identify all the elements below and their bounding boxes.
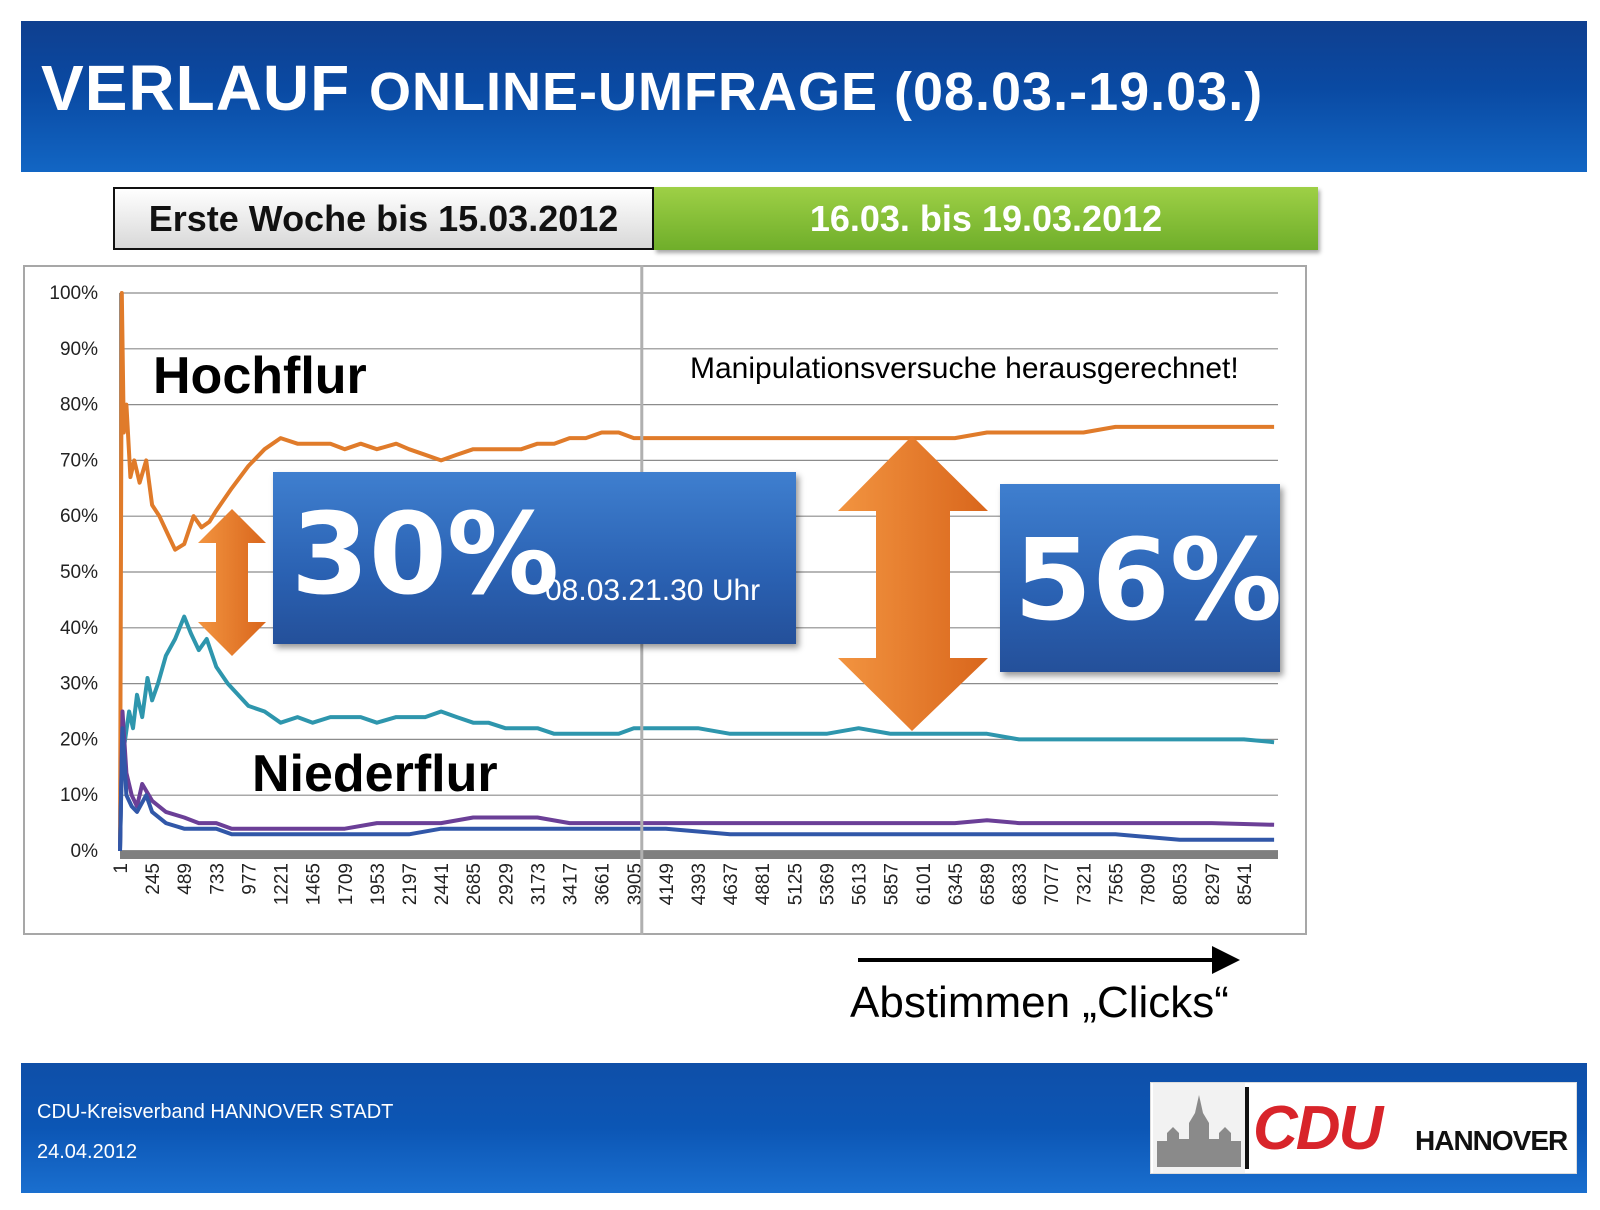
logo-city: HANNOVER — [1415, 1125, 1568, 1156]
tab-first-week: Erste Woche bis 15.03.2012 — [113, 187, 654, 250]
x-tick-label: 5857 — [882, 863, 903, 905]
x-tick-label: 4637 — [721, 863, 742, 905]
gap-box-first: 30% 08.03.21.30 Uhr — [273, 472, 796, 644]
x-tick-label: 3417 — [561, 863, 582, 905]
x-tick-label: 4393 — [689, 863, 710, 905]
x-tick-label: 5125 — [785, 863, 806, 905]
x-tick-label: 3173 — [528, 863, 549, 905]
x-tick-label: 1221 — [272, 863, 293, 905]
x-tick-label: 1709 — [336, 863, 357, 905]
y-tick-label: 70% — [60, 450, 98, 471]
x-tick-label: 6101 — [914, 863, 935, 905]
x-tick-label: 4881 — [753, 863, 774, 905]
y-tick-label: 10% — [60, 785, 98, 806]
x-tick-label: 2197 — [400, 863, 421, 905]
y-tick-label: 80% — [60, 395, 98, 416]
x-tick-label: 7565 — [1106, 863, 1127, 905]
title-word-verlauf: VERLAUF — [41, 52, 351, 124]
x-tick-label: 4149 — [657, 863, 678, 905]
x-tick-label: 977 — [239, 863, 260, 895]
x-tick-label: 8541 — [1235, 863, 1256, 905]
page-title: VERLAUF ONLINE-UMFRAGE (08.03.-19.03.) — [41, 51, 1263, 125]
y-tick-label: 30% — [60, 674, 98, 695]
y-axis-ticks: 0% 10% 20% 30% 40% 50% 60% 70% 80% 90% 100% — [49, 283, 98, 862]
label-niederflur: Niederflur — [252, 745, 498, 803]
manipulation-note: Manipulationsversuche herausgerechnet! — [690, 352, 1239, 385]
gap-box-second: 56% — [1000, 484, 1283, 672]
y-tick-label: 40% — [60, 618, 98, 639]
cdu-hannover-logo: CDU HANNOVER — [1150, 1082, 1577, 1174]
x-tick-label: 2441 — [432, 863, 453, 905]
gap-second-value: 56% — [1014, 516, 1283, 646]
y-tick-label: 100% — [49, 283, 98, 304]
x-tick-label: 489 — [175, 863, 196, 895]
x-tick-label: 733 — [207, 863, 228, 895]
y-tick-label: 0% — [71, 841, 99, 862]
x-axis-caption: Abstimmen „Clicks“ — [850, 978, 1229, 1027]
y-tick-label: 90% — [60, 339, 98, 360]
x-tick-label: 7321 — [1074, 863, 1095, 905]
footer-org: CDU-Kreisverband HANNOVER STADT — [37, 1101, 394, 1123]
x-tick-label: 6589 — [978, 863, 999, 905]
x-caption-arrow-head-icon — [1212, 946, 1240, 974]
chart-series — [118, 291, 1275, 852]
tab-second-period: 16.03. bis 19.03.2012 — [654, 187, 1318, 250]
series-line-blue — [118, 726, 1275, 852]
gap-first-value: 30% — [291, 490, 560, 620]
series-line-niederflur — [118, 614, 1275, 852]
x-tick-label: 8297 — [1203, 863, 1224, 905]
logo-divider — [1245, 1087, 1249, 1169]
y-tick-label: 60% — [60, 506, 98, 527]
footer-date: 24.04.2012 — [37, 1141, 138, 1163]
x-tick-label: 3661 — [593, 863, 614, 905]
x-axis-band — [120, 851, 1278, 859]
x-tick-label: 1465 — [304, 863, 325, 905]
logo-brand: CDU — [1253, 1094, 1383, 1163]
x-tick-label: 5369 — [817, 863, 838, 905]
x-tick-label: 2685 — [464, 863, 485, 905]
double-arrow-large-icon — [838, 436, 988, 731]
title-banner: VERLAUF ONLINE-UMFRAGE (08.03.-19.03.) — [21, 21, 1587, 172]
x-tick-label: 7077 — [1042, 863, 1063, 905]
gap-first-time: 08.03.21.30 Uhr — [545, 574, 761, 607]
y-tick-label: 20% — [60, 729, 98, 750]
x-tick-label: 6345 — [946, 863, 967, 905]
x-tick-label: 5613 — [850, 863, 871, 905]
x-tick-label: 2929 — [496, 863, 517, 905]
label-hochflur: Hochflur — [153, 347, 367, 405]
series-line-hochflur — [118, 291, 1275, 852]
x-tick-label: 245 — [143, 863, 164, 895]
x-tick-label: 8053 — [1171, 863, 1192, 905]
y-tick-label: 50% — [60, 562, 98, 583]
x-tick-label: 6833 — [1010, 863, 1031, 905]
x-tick-label: 1953 — [368, 863, 389, 905]
city-hall-icon — [1153, 1083, 1245, 1173]
series-line-purple — [118, 709, 1275, 852]
x-tick-label: 1 — [111, 863, 132, 874]
double-arrow-small-icon — [198, 509, 266, 656]
title-rest: ONLINE-UMFRAGE (08.03.-19.03.) — [369, 62, 1264, 122]
x-tick-label: 7809 — [1139, 863, 1160, 905]
